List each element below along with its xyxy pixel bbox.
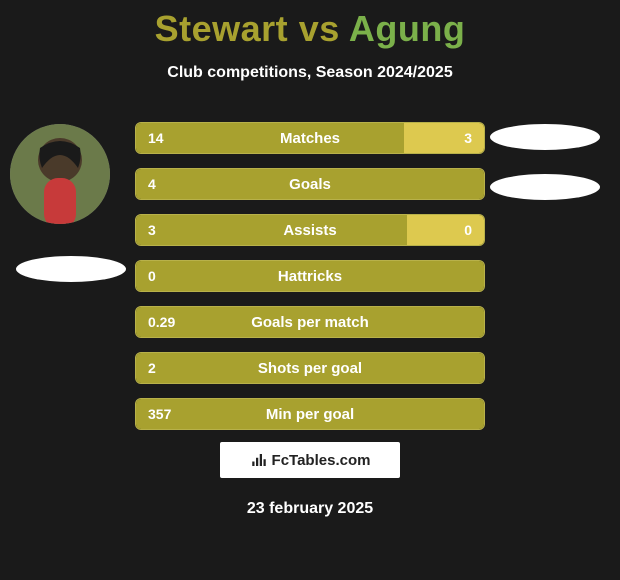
stat-row: 30Assists xyxy=(135,214,485,246)
stat-value-player1: 14 xyxy=(136,123,176,153)
stat-bar-player1 xyxy=(136,169,484,199)
stat-row: 0.29Goals per match xyxy=(135,306,485,338)
stat-row: 0Hattricks xyxy=(135,260,485,292)
stat-row: 357Min per goal xyxy=(135,398,485,430)
stat-bar-player1 xyxy=(136,123,404,153)
vs-label: vs xyxy=(299,8,340,49)
stat-value-player1: 0.29 xyxy=(136,307,187,337)
stat-value-player1: 3 xyxy=(136,215,168,245)
subtitle: Club competitions, Season 2024/2025 xyxy=(0,64,620,82)
stat-bar-player1 xyxy=(136,261,484,291)
stat-bar-player1 xyxy=(136,307,484,337)
stat-row: 2Shots per goal xyxy=(135,352,485,384)
stat-value-player1: 2 xyxy=(136,353,168,383)
stat-value-player1: 4 xyxy=(136,169,168,199)
player1-avatar xyxy=(10,124,110,224)
stat-value-player1: 357 xyxy=(136,399,183,429)
stat-row: 143Matches xyxy=(135,122,485,154)
stats-bars: 143Matches4Goals30Assists0Hattricks0.29G… xyxy=(135,122,485,444)
brand-text: FcTables.com xyxy=(272,452,371,469)
player2-name: Agung xyxy=(349,8,465,49)
stat-row: 4Goals xyxy=(135,168,485,200)
stat-value-player1: 0 xyxy=(136,261,168,291)
brand-chart-icon xyxy=(250,451,268,469)
player2-club-placeholder xyxy=(490,174,600,200)
brand-badge: FcTables.com xyxy=(220,442,400,478)
player2-avatar-placeholder xyxy=(490,124,600,150)
player1-club-placeholder xyxy=(16,256,126,282)
stat-bar-player1 xyxy=(136,353,484,383)
stat-value-player2: 3 xyxy=(452,123,484,153)
date-label: 23 february 2025 xyxy=(0,500,620,518)
player1-name: Stewart xyxy=(155,8,289,49)
stat-bar-player1 xyxy=(136,399,484,429)
stat-bar-player1 xyxy=(136,215,407,245)
player1-avatar-placeholder xyxy=(10,124,110,224)
comparison-title: Stewart vs Agung xyxy=(0,0,620,50)
stat-value-player2: 0 xyxy=(452,215,484,245)
